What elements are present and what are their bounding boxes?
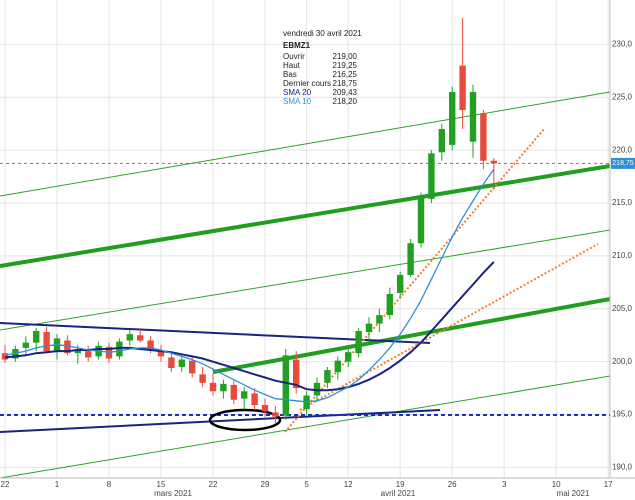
candle-body bbox=[282, 355, 289, 416]
month-label: mai 2021 bbox=[557, 489, 590, 498]
y-tick-label: 230,0 bbox=[612, 40, 633, 49]
candle-body bbox=[480, 113, 487, 161]
y-tick-label: 205,0 bbox=[612, 304, 633, 313]
tooltip-symbol: EBMZ1 bbox=[283, 41, 311, 50]
candle-body bbox=[417, 197, 425, 244]
x-tick-label: 17 bbox=[604, 480, 613, 489]
candle-body bbox=[313, 382, 321, 396]
candle-body bbox=[355, 331, 362, 354]
candle-body bbox=[64, 340, 71, 354]
candle-body bbox=[272, 412, 279, 417]
tooltip-value: 216,25 bbox=[333, 70, 358, 79]
candle-body bbox=[157, 351, 165, 357]
candle-body bbox=[22, 342, 29, 348]
candle-body bbox=[209, 382, 217, 392]
y-tick-label: 200,0 bbox=[612, 357, 633, 366]
month-label: mars 2021 bbox=[154, 489, 192, 498]
channel-line bbox=[0, 164, 611, 268]
candle-body bbox=[345, 352, 352, 362]
y-tick-label: 190,0 bbox=[612, 463, 633, 472]
channel-line bbox=[0, 91, 611, 197]
tooltip-label: Ouvrir bbox=[283, 52, 305, 61]
candle-body bbox=[85, 351, 92, 358]
candle-body bbox=[469, 92, 477, 142]
candle-body bbox=[116, 341, 123, 357]
tooltip-label: SMA 10 bbox=[283, 97, 312, 106]
drawings bbox=[0, 91, 611, 479]
x-tick-label: 19 bbox=[396, 480, 405, 489]
x-tick-label: 10 bbox=[552, 480, 561, 489]
candle-body bbox=[438, 129, 445, 153]
tooltip-value: 209,43 bbox=[333, 88, 358, 97]
candle-body bbox=[1, 353, 9, 360]
y-tick-label: 195,0 bbox=[612, 410, 633, 419]
tooltip: vendredi 30 avril 2021 EBMZ1 Ouvrir 219,… bbox=[283, 29, 362, 106]
candle-body bbox=[324, 370, 331, 383]
sma-line bbox=[4, 168, 495, 403]
candle-body bbox=[365, 323, 373, 333]
fan-line bbox=[299, 243, 599, 411]
candle-body bbox=[137, 335, 144, 341]
channel-line bbox=[212, 297, 611, 374]
y-tick-label: 210,0 bbox=[612, 251, 633, 260]
fan-line bbox=[284, 127, 546, 433]
candle-body bbox=[241, 391, 248, 399]
tooltip-label: SMA 20 bbox=[283, 88, 312, 97]
tooltip-date: vendredi 30 avril 2021 bbox=[283, 29, 362, 38]
channel-line bbox=[0, 229, 611, 331]
trend-line bbox=[0, 409, 441, 433]
x-tick-label: 26 bbox=[448, 480, 457, 489]
candle-body bbox=[490, 160, 497, 164]
tooltip-value: 218,75 bbox=[333, 79, 358, 88]
candle-body bbox=[251, 393, 258, 406]
candle-body bbox=[397, 274, 404, 293]
x-tick-label: 29 bbox=[261, 480, 270, 489]
candle-body bbox=[293, 359, 300, 389]
tooltip-label: Haut bbox=[283, 61, 301, 70]
candle-body bbox=[147, 340, 154, 351]
tooltip-label: Dernier cours bbox=[283, 79, 331, 88]
x-tick-label: 12 bbox=[344, 480, 353, 489]
candle-body bbox=[33, 331, 40, 343]
x-tick-label: 1 bbox=[55, 480, 60, 489]
month-label: avril 2021 bbox=[381, 489, 416, 498]
candle-body bbox=[199, 374, 206, 383]
tooltip-label: Bas bbox=[283, 70, 297, 79]
x-tick-label: 22 bbox=[209, 480, 218, 489]
y-tick-label: 225,0 bbox=[612, 92, 633, 101]
x-tick-label: 15 bbox=[157, 480, 166, 489]
candle-body bbox=[459, 65, 466, 110]
candle-body bbox=[74, 348, 81, 354]
candle-body bbox=[376, 315, 383, 324]
channel-line bbox=[0, 375, 611, 479]
x-tick-label: 8 bbox=[107, 480, 112, 489]
candle-body bbox=[189, 360, 196, 374]
candle-body bbox=[449, 92, 456, 145]
grid bbox=[0, 0, 610, 478]
candle-body bbox=[43, 332, 50, 352]
candle-body bbox=[220, 383, 227, 392]
candle-body bbox=[230, 384, 237, 400]
marks bbox=[1, 17, 497, 424]
x-tick-label: 22 bbox=[1, 480, 10, 489]
x-tick-label: 5 bbox=[304, 480, 309, 489]
candle-body bbox=[334, 360, 341, 373]
candle-body bbox=[126, 334, 133, 341]
price-tag-label: 218,75 bbox=[612, 160, 634, 167]
candle-body bbox=[261, 405, 269, 412]
candle-body bbox=[168, 357, 175, 369]
candle-body bbox=[386, 293, 393, 316]
y-tick-label: 215,0 bbox=[612, 198, 633, 207]
tooltip-value: 218,20 bbox=[333, 97, 358, 106]
tooltip-value: 219,00 bbox=[333, 52, 358, 61]
tooltip-value: 219,25 bbox=[333, 61, 358, 70]
candle-body bbox=[178, 359, 185, 367]
price-tag bbox=[611, 157, 635, 169]
candle-body bbox=[407, 243, 414, 275]
highlight-ellipse bbox=[208, 408, 282, 432]
y-tick-label: 220,0 bbox=[612, 145, 633, 154]
x-tick-label: 3 bbox=[502, 480, 507, 489]
candle-body bbox=[428, 153, 435, 199]
